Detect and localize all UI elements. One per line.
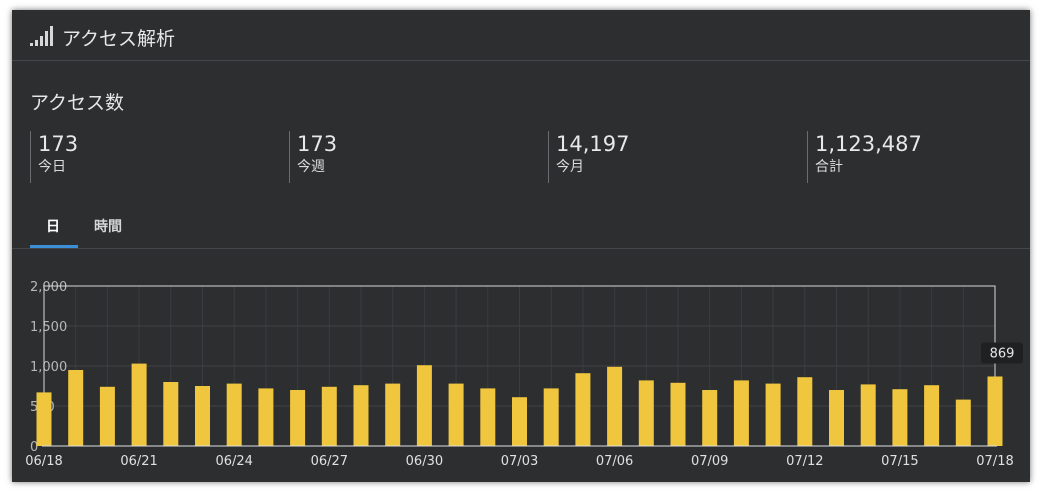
x-tick-label: 07/15 — [881, 454, 918, 469]
section-title: アクセス数 — [30, 92, 125, 114]
stat-label: 今週 — [297, 159, 325, 175]
tab-day[interactable]: 日 — [46, 219, 60, 235]
bar — [955, 399, 971, 446]
bar — [68, 370, 84, 446]
x-tick-label: 07/18 — [976, 454, 1013, 469]
bar — [163, 382, 179, 446]
bar — [226, 383, 242, 446]
y-tick-label: 0 — [30, 440, 38, 455]
stat-value: 173 — [38, 132, 79, 156]
signal-bars-icon — [30, 26, 56, 46]
daily-access-bar-chart: 05001,0001,5002,00006/1806/2106/2406/270… — [25, 280, 1023, 469]
bar — [829, 390, 844, 446]
x-tick-label: 07/03 — [501, 454, 538, 469]
stat-today: 173 今日 — [30, 131, 78, 183]
bar — [448, 383, 464, 446]
bar — [416, 365, 432, 446]
stat-label: 合計 — [815, 159, 843, 175]
x-tick-label: 06/18 — [25, 454, 62, 469]
bar — [575, 373, 591, 446]
y-tick-label: 2,000 — [30, 280, 67, 295]
bar — [607, 366, 623, 446]
stat-total: 1,123,487 合計 — [807, 131, 922, 183]
value-tooltip-text: 869 — [990, 346, 1015, 361]
y-tick-label: 1,000 — [30, 360, 67, 375]
bar — [353, 385, 369, 446]
bar — [924, 385, 940, 446]
x-tick-label: 06/30 — [406, 454, 443, 469]
stat-value: 173 — [297, 132, 338, 156]
bar — [321, 386, 337, 446]
bar — [733, 380, 749, 446]
bar — [195, 386, 210, 446]
bar — [290, 390, 306, 446]
x-tick-label: 06/21 — [120, 454, 157, 469]
stat-label: 今月 — [556, 159, 584, 175]
stat-this-week: 173 今週 — [289, 131, 337, 183]
x-tick-label: 07/12 — [786, 454, 823, 469]
stat-value: 14,197 — [556, 132, 630, 156]
bar — [860, 384, 876, 446]
bar — [987, 376, 1003, 446]
bar — [765, 383, 781, 446]
bar — [512, 397, 527, 446]
x-tick-label: 07/09 — [691, 454, 728, 469]
stat-value: 1,123,487 — [815, 132, 922, 156]
tab-hour[interactable]: 時間 — [94, 219, 122, 235]
panel-header: アクセス解析 — [12, 10, 1030, 61]
bar — [670, 382, 686, 446]
panel-title: アクセス解析 — [62, 28, 176, 50]
plot-border — [43, 285, 996, 446]
stat-label: 今日 — [38, 159, 66, 175]
bar — [892, 389, 908, 446]
bar — [99, 386, 115, 446]
x-tick-label: 06/27 — [311, 454, 348, 469]
bar — [702, 390, 718, 446]
bar — [258, 388, 274, 446]
bar — [480, 388, 496, 446]
bar — [36, 392, 52, 446]
bar — [797, 377, 813, 446]
y-tick-label: 1,500 — [30, 320, 67, 335]
bar — [131, 363, 147, 446]
bar — [638, 380, 654, 446]
period-tabs: 日 時間 — [12, 208, 1030, 249]
active-tab-indicator — [30, 245, 78, 248]
x-tick-label: 06/24 — [215, 454, 252, 469]
x-tick-label: 07/06 — [596, 454, 633, 469]
value-tooltip — [981, 342, 1023, 364]
stat-this-month: 14,197 今月 — [548, 131, 629, 183]
bar — [543, 388, 559, 446]
access-analytics-panel: アクセス解析 アクセス数 173 今日 173 今週 14,197 今月 1,1… — [12, 10, 1030, 482]
bar — [385, 383, 401, 446]
